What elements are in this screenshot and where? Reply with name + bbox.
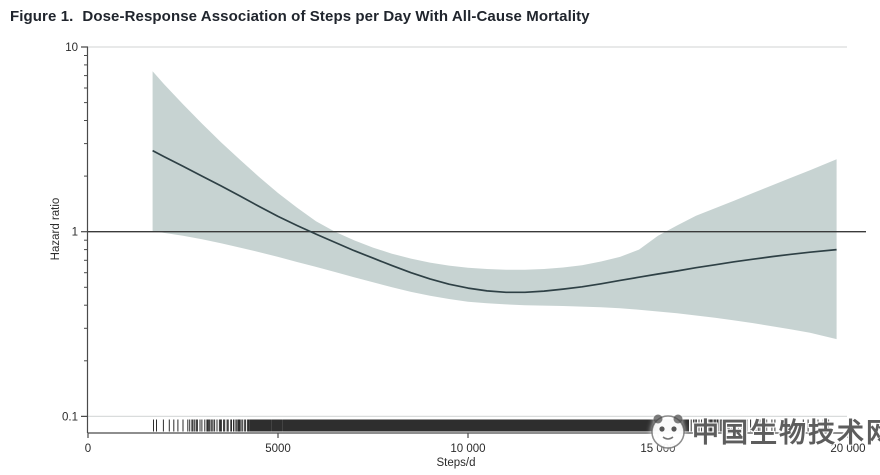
figure-title-text: Dose-Response Association of Steps per D… <box>82 8 590 25</box>
figure-title: Figure 1. Dose-Response Association of St… <box>10 8 590 25</box>
x-tick-label: 20 000 <box>830 443 865 455</box>
watermark-text: 中国生物技术网 <box>692 417 880 449</box>
rug-plot <box>153 419 830 432</box>
x-tick-label: 0 <box>85 443 91 455</box>
y-axis-title: Hazard ratio <box>50 198 62 261</box>
figure-number-label: Figure 1. <box>10 8 74 25</box>
hazard-ratio-curve <box>152 149 837 294</box>
y-tick-label: 1 <box>72 227 78 239</box>
watermark: 中国生物技术网 <box>645 405 880 455</box>
watermark-panda-logo-icon <box>651 414 685 449</box>
y-tick-label: 10 <box>65 42 78 54</box>
x-tick-label: 10 000 <box>450 443 485 455</box>
x-axis-title: Steps/d <box>437 457 476 469</box>
x-tick-label: 5000 <box>265 443 291 455</box>
y-tick-label: 0.1 <box>62 411 78 423</box>
